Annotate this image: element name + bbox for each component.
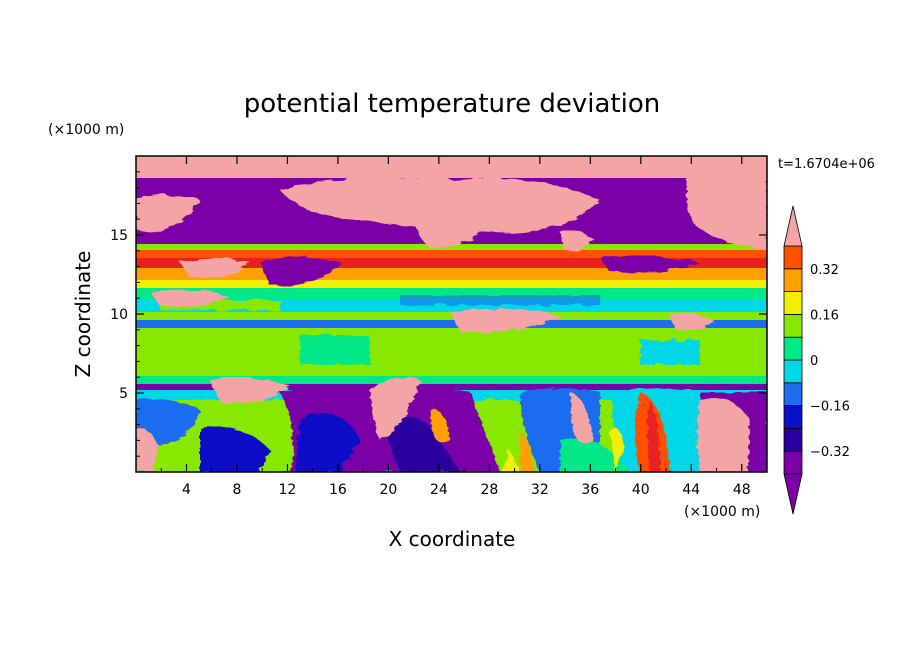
colorbar-box [783, 382, 803, 406]
colorbar-tick-label: −0.32 [810, 445, 850, 460]
colorbar-box [783, 405, 803, 429]
x-tick-label: 44 [682, 482, 700, 498]
x-tick-label: 12 [279, 482, 297, 498]
colorbar-box [783, 336, 803, 361]
y-tick-label: 10 [110, 307, 128, 323]
colorbar-box [783, 359, 803, 384]
colorbar: 0.32 0.16 0 −0.16 −0.32 [783, 205, 850, 515]
colorbar-tick-label: 0 [810, 354, 818, 369]
chart-title: potential temperature deviation [244, 89, 660, 119]
colorbar-box [783, 427, 803, 452]
colorbar-box [783, 313, 803, 338]
x-tick-label: 36 [581, 482, 599, 498]
y-unit-label: (×1000 m) [48, 122, 124, 138]
colorbar-tick-label: −0.16 [810, 400, 850, 415]
x-tick-label: 28 [480, 482, 498, 498]
y-axis: 5 10 15 [110, 171, 767, 457]
top-band [136, 156, 767, 178]
colorbar-tick-label: 0.32 [810, 263, 839, 278]
x-tick-label: 48 [733, 482, 751, 498]
colorbar-box [783, 450, 803, 475]
colorbar-tick-label: 0.16 [810, 308, 839, 323]
colorbar-box [783, 291, 803, 315]
x-unit-label: (×1000 m) [684, 504, 760, 520]
x-tick-label: 16 [329, 482, 347, 498]
x-axis-label: X coordinate [389, 527, 516, 551]
y-tick-label: 5 [119, 386, 128, 402]
x-tick-label: 4 [182, 482, 191, 498]
heatmap-field [136, 156, 767, 472]
colorbar-high-triangle [783, 205, 803, 247]
x-tick-label: 20 [379, 482, 397, 498]
colorbar-box [783, 245, 803, 270]
x-tick-label: 24 [430, 482, 448, 498]
x-tick-label: 32 [531, 482, 549, 498]
x-axis: 4 8 12 16 20 24 28 32 36 40 44 48 [160, 156, 751, 498]
x-tick-label: 8 [232, 482, 241, 498]
colorbar-low-triangle [783, 473, 803, 515]
time-label: t=1.6704e+06 [778, 157, 875, 172]
colorbar-box [783, 268, 803, 292]
y-tick-label: 15 [110, 228, 128, 244]
x-tick-label: 40 [632, 482, 650, 498]
y-axis-label: Z coordinate [71, 251, 95, 378]
